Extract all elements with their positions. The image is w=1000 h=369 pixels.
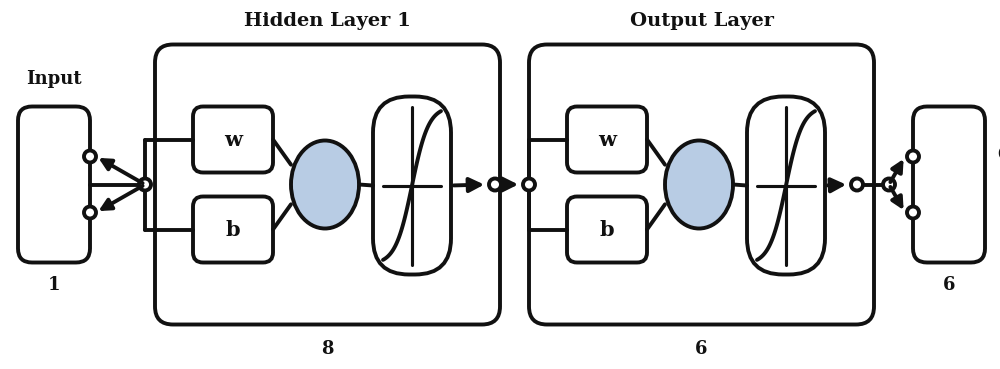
Text: 1: 1: [48, 276, 60, 294]
Text: Input: Input: [26, 70, 82, 89]
FancyBboxPatch shape: [529, 45, 874, 324]
FancyBboxPatch shape: [18, 107, 90, 262]
FancyBboxPatch shape: [567, 107, 647, 172]
Circle shape: [489, 179, 501, 190]
Ellipse shape: [291, 141, 359, 228]
Circle shape: [139, 179, 151, 190]
Text: Output: Output: [997, 145, 1000, 163]
Circle shape: [907, 207, 919, 218]
Ellipse shape: [665, 141, 733, 228]
Text: 6: 6: [943, 276, 955, 294]
Text: Hidden Layer 1: Hidden Layer 1: [244, 13, 411, 31]
Text: 8: 8: [321, 341, 334, 359]
Text: b: b: [600, 220, 614, 239]
FancyBboxPatch shape: [193, 107, 273, 172]
Circle shape: [84, 151, 96, 162]
Text: +: +: [315, 170, 335, 194]
Circle shape: [907, 151, 919, 162]
Text: +: +: [689, 170, 709, 194]
FancyBboxPatch shape: [373, 97, 451, 275]
Text: 6: 6: [695, 341, 708, 359]
Text: Output Layer: Output Layer: [630, 13, 774, 31]
Circle shape: [523, 179, 535, 190]
Text: b: b: [226, 220, 240, 239]
FancyBboxPatch shape: [193, 197, 273, 262]
Circle shape: [851, 179, 863, 190]
FancyBboxPatch shape: [155, 45, 500, 324]
FancyBboxPatch shape: [913, 107, 985, 262]
FancyBboxPatch shape: [567, 197, 647, 262]
Circle shape: [84, 207, 96, 218]
Circle shape: [883, 179, 895, 190]
Text: w: w: [224, 130, 242, 149]
FancyBboxPatch shape: [747, 97, 825, 275]
Text: w: w: [598, 130, 616, 149]
